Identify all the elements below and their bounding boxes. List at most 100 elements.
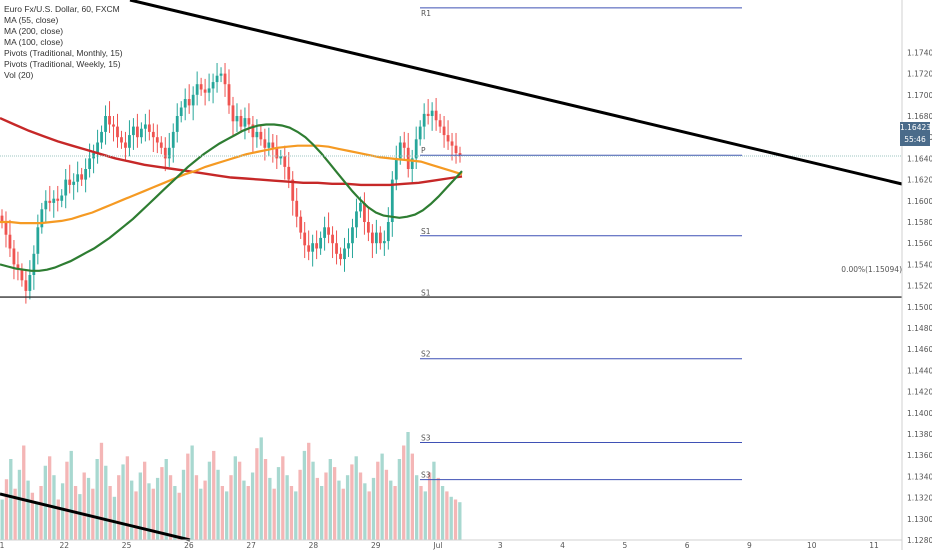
candle-body — [215, 75, 219, 83]
price-tick-label: 1.14000 — [907, 409, 932, 418]
time-tick-label: 26 — [184, 541, 194, 550]
volume-bar — [242, 480, 246, 540]
volume-bar — [60, 483, 65, 540]
volume-bar — [393, 486, 397, 540]
candle-body — [355, 211, 358, 228]
candle-body — [430, 110, 434, 116]
volume-bar — [108, 486, 112, 540]
candle-body — [199, 84, 203, 90]
volume-bar — [402, 445, 406, 540]
candle-body — [438, 120, 442, 127]
volume-bars — [0, 432, 462, 540]
pivot-label: S1 — [421, 227, 431, 236]
candle-body — [247, 118, 251, 125]
candle-body — [359, 202, 362, 212]
candle-body — [378, 232, 382, 244]
volume-bar — [384, 469, 389, 540]
pivot-label: S1 — [421, 288, 431, 297]
volume-bar — [341, 488, 345, 540]
legend-volume[interactable]: Vol (20) — [4, 70, 34, 80]
candle-body — [132, 126, 135, 136]
volume-bar — [138, 472, 142, 540]
volume-bar — [350, 464, 354, 540]
volume-bar — [168, 475, 173, 540]
candle-body — [4, 222, 8, 235]
candle-body — [20, 269, 24, 281]
candle-body — [203, 89, 207, 93]
candle-body — [446, 135, 450, 142]
candle-body — [171, 131, 175, 148]
pivot-label: P — [421, 146, 426, 155]
candle-body — [8, 234, 12, 249]
volume-bar — [263, 459, 268, 540]
candle-body — [331, 234, 334, 244]
candle-body — [187, 99, 191, 106]
candle-body — [159, 142, 163, 148]
candle-body — [92, 153, 95, 159]
time-tick-label: 5 — [622, 541, 627, 550]
price-tick-label: 1.16800 — [907, 112, 932, 121]
candle-body — [394, 158, 398, 180]
volume-bar — [419, 486, 423, 540]
candle-body — [323, 227, 326, 238]
volume-bar — [371, 477, 376, 540]
candle-body — [426, 113, 430, 116]
volume-bar — [410, 453, 415, 540]
volume-bar — [307, 442, 311, 540]
volume-bar — [147, 483, 151, 540]
lower-trendline — [0, 492, 191, 542]
candle-body — [207, 88, 211, 93]
candle-body — [211, 82, 215, 89]
volume-bar — [367, 491, 371, 540]
candle-body — [139, 128, 143, 138]
volume-bar — [432, 461, 436, 540]
volume-bar — [95, 459, 99, 540]
candle-body — [291, 179, 295, 201]
time-tick-label: 3 — [498, 541, 503, 550]
candle-body — [0, 215, 4, 222]
legend-pivots-monthly[interactable]: Pivots (Traditional, Monthly, 15) — [4, 48, 123, 58]
volume-bar — [255, 448, 259, 540]
candle-body — [128, 135, 131, 148]
volume-bar — [363, 483, 367, 540]
volume-bar — [259, 437, 263, 540]
volume-bar — [86, 477, 91, 540]
candle-body — [442, 126, 446, 136]
volume-bar — [406, 432, 410, 540]
candle-body — [124, 142, 127, 148]
candle-body — [343, 248, 346, 260]
candle-body — [68, 179, 72, 185]
legend-ma55[interactable]: MA (55, close) — [4, 15, 59, 25]
legend-ma100[interactable]: MA (100, close) — [4, 37, 64, 47]
indicator-legend: Euro Fx/U.S. Dollar, 60, FXCM MA (55, cl… — [4, 4, 123, 81]
volume-bar — [285, 475, 289, 540]
volume-bar — [173, 486, 177, 540]
candle-body — [155, 137, 159, 143]
volume-bar — [427, 472, 432, 540]
candle-body — [179, 107, 183, 116]
candle-body — [151, 131, 155, 138]
legend-ma200[interactable]: MA (200, close) — [4, 26, 64, 36]
ma200-line — [0, 117, 463, 187]
candle-body — [48, 200, 52, 203]
volume-bar — [56, 499, 60, 540]
legend-symbol[interactable]: Euro Fx/U.S. Dollar, 60, FXCM — [4, 4, 120, 14]
candle-body — [402, 142, 406, 148]
volume-bar — [220, 486, 225, 540]
volume-bar — [324, 472, 328, 540]
legend-pivots-weekly[interactable]: Pivots (Traditional, Weekly, 15) — [4, 59, 121, 69]
candle-body — [315, 243, 319, 249]
volume-bar — [354, 456, 358, 540]
candle-body — [84, 169, 88, 180]
volume-bar — [121, 464, 125, 540]
volume-bar — [17, 469, 22, 540]
volume-bar — [117, 475, 121, 540]
volume-bar — [345, 475, 350, 540]
price-tick-label: 1.14200 — [907, 388, 932, 397]
volume-bar — [289, 486, 294, 540]
time-tick-label: Jul — [432, 541, 442, 550]
candle-body — [112, 124, 115, 127]
pivot-label: S3 — [421, 471, 431, 480]
